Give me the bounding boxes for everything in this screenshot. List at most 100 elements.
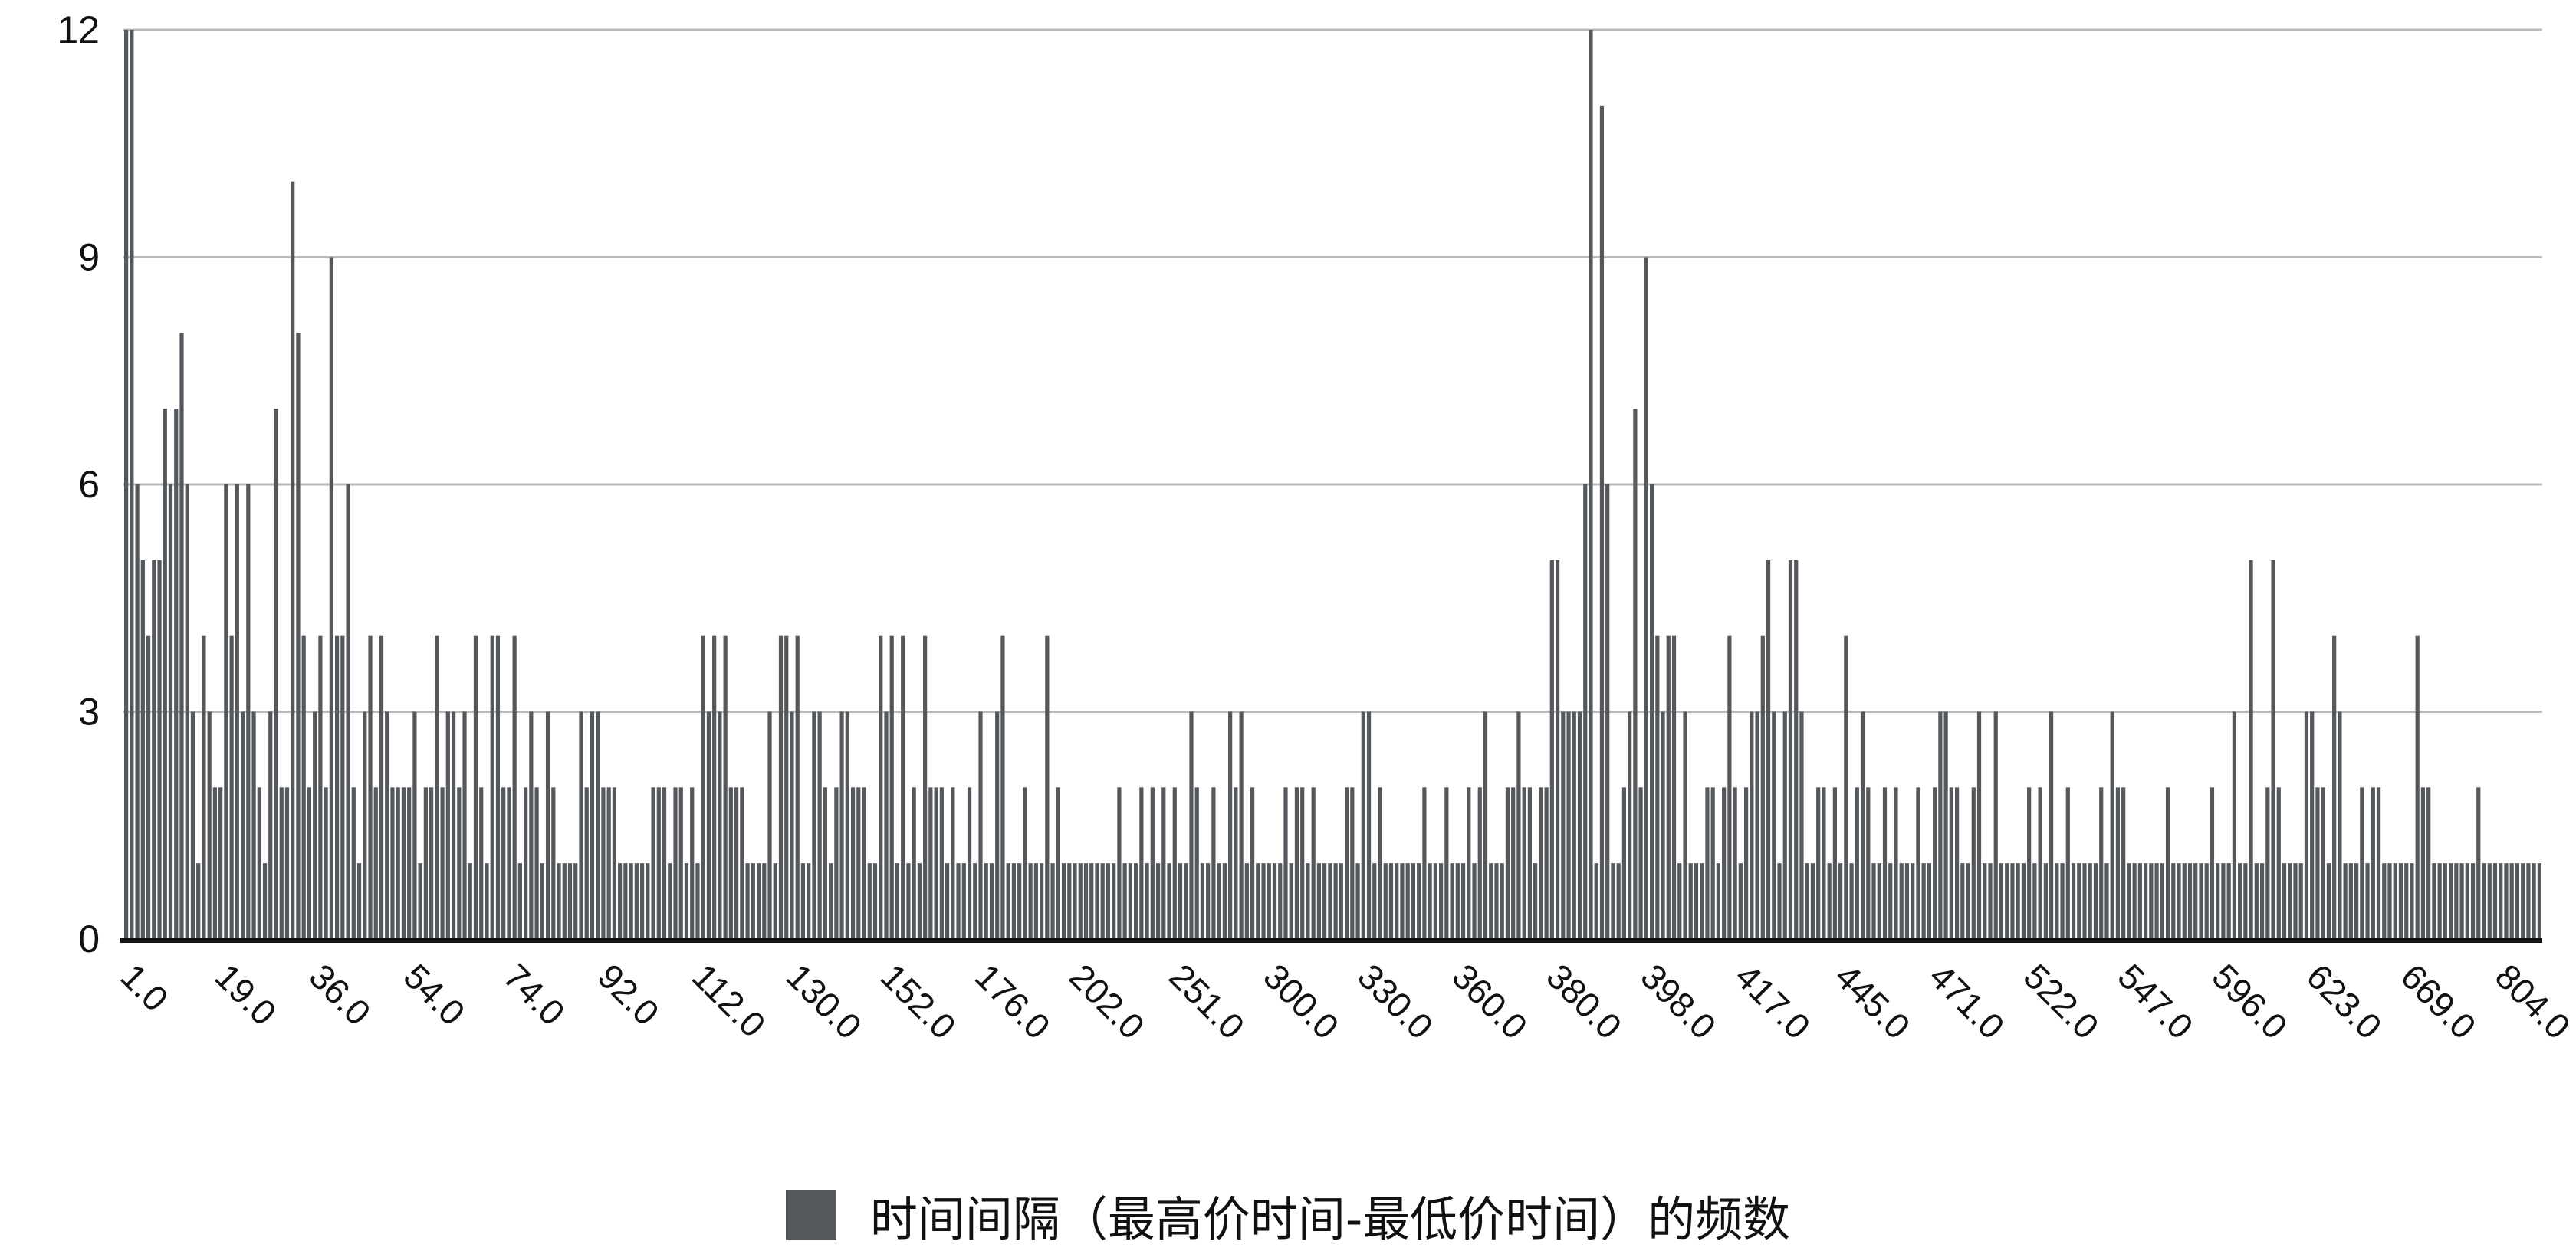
bar [1960, 863, 1965, 939]
bar [140, 560, 145, 939]
bar [2371, 787, 2375, 939]
bar [279, 787, 284, 939]
bar [379, 635, 384, 939]
bar [656, 787, 661, 939]
bar [329, 257, 334, 939]
bar [1145, 863, 1149, 939]
bar [479, 787, 484, 939]
bar [800, 863, 806, 939]
bar [212, 787, 218, 939]
bar [2448, 863, 2453, 939]
bar [1460, 863, 1466, 939]
x-axis-tick-labels: 1.0 19.0 36.0 54.0 74.0 92.0 112.0 130.0 152.0 17… [113, 956, 2576, 1046]
bar [1483, 711, 1488, 939]
bar [301, 635, 306, 939]
bar [1594, 863, 1598, 939]
bar [1671, 635, 1677, 939]
bar [829, 863, 833, 939]
bar [1405, 863, 1410, 939]
bar [1705, 787, 1710, 939]
x-tick-label: 36.0 [302, 956, 379, 1033]
bar [2365, 863, 2370, 939]
bar [795, 635, 800, 939]
bar [235, 484, 239, 939]
bar [840, 711, 844, 939]
bar [1599, 105, 1605, 939]
x-tick-label: 112.0 [685, 956, 774, 1045]
bar [1228, 711, 1233, 939]
bar [639, 863, 645, 939]
bar [1799, 711, 1804, 939]
bar [1400, 863, 1405, 939]
bar [2410, 863, 2414, 939]
y-tick-label: 3 [78, 691, 100, 734]
bar [2492, 863, 2498, 939]
bar [207, 711, 212, 939]
bar [1760, 635, 1765, 939]
bar [1677, 863, 1682, 939]
bar [2360, 787, 2364, 939]
bar [945, 863, 950, 939]
bar [1700, 863, 1704, 939]
bar [1172, 787, 1177, 939]
bar [1505, 787, 1510, 939]
bar [1083, 863, 1089, 939]
bar [1500, 863, 1504, 939]
bar [2043, 863, 2048, 939]
bar [2487, 863, 2492, 939]
bar [1428, 863, 1432, 939]
bar [1167, 863, 1171, 939]
bar [1417, 863, 1421, 939]
bar [1155, 863, 1161, 939]
bar [291, 181, 295, 939]
bar [1816, 787, 1821, 939]
bar [2393, 863, 2397, 939]
bar [2160, 863, 2164, 939]
bar [340, 635, 345, 939]
bar [1954, 787, 1960, 939]
bar [762, 863, 767, 939]
bar [995, 711, 1000, 939]
bar [951, 787, 955, 939]
bar [2354, 863, 2359, 939]
bar [540, 863, 544, 939]
bar [1006, 863, 1010, 939]
bar [1566, 711, 1571, 939]
bar [262, 863, 268, 939]
bar [445, 711, 450, 939]
bar [2171, 863, 2176, 939]
bar [2482, 863, 2486, 939]
bar [895, 863, 900, 939]
bar [2210, 787, 2215, 939]
bar [363, 711, 367, 939]
bar [2010, 863, 2015, 939]
bar [1073, 863, 1077, 939]
bar [2437, 863, 2442, 939]
bars [124, 30, 2542, 939]
bar [901, 635, 905, 939]
x-tick-label: 74.0 [496, 956, 573, 1033]
bar [557, 863, 561, 939]
bar [2193, 863, 2198, 939]
bar [834, 787, 839, 939]
bar [1134, 863, 1138, 939]
bar [1117, 787, 1122, 939]
bar [485, 863, 489, 939]
bar [185, 484, 189, 939]
bar [856, 787, 861, 939]
bar [318, 635, 323, 939]
bar [740, 787, 744, 939]
bar [1017, 863, 1022, 939]
bar [2432, 863, 2436, 939]
bar [2304, 711, 2309, 939]
bar [1189, 711, 1194, 939]
bar [678, 787, 683, 939]
x-tick-label: 669.0 [2394, 956, 2484, 1046]
bar [2077, 863, 2082, 939]
bar [601, 787, 606, 939]
bar [2005, 863, 2009, 939]
bar [2326, 863, 2331, 939]
bar [1106, 863, 1111, 939]
bar [1976, 711, 1982, 939]
bar [634, 863, 639, 939]
